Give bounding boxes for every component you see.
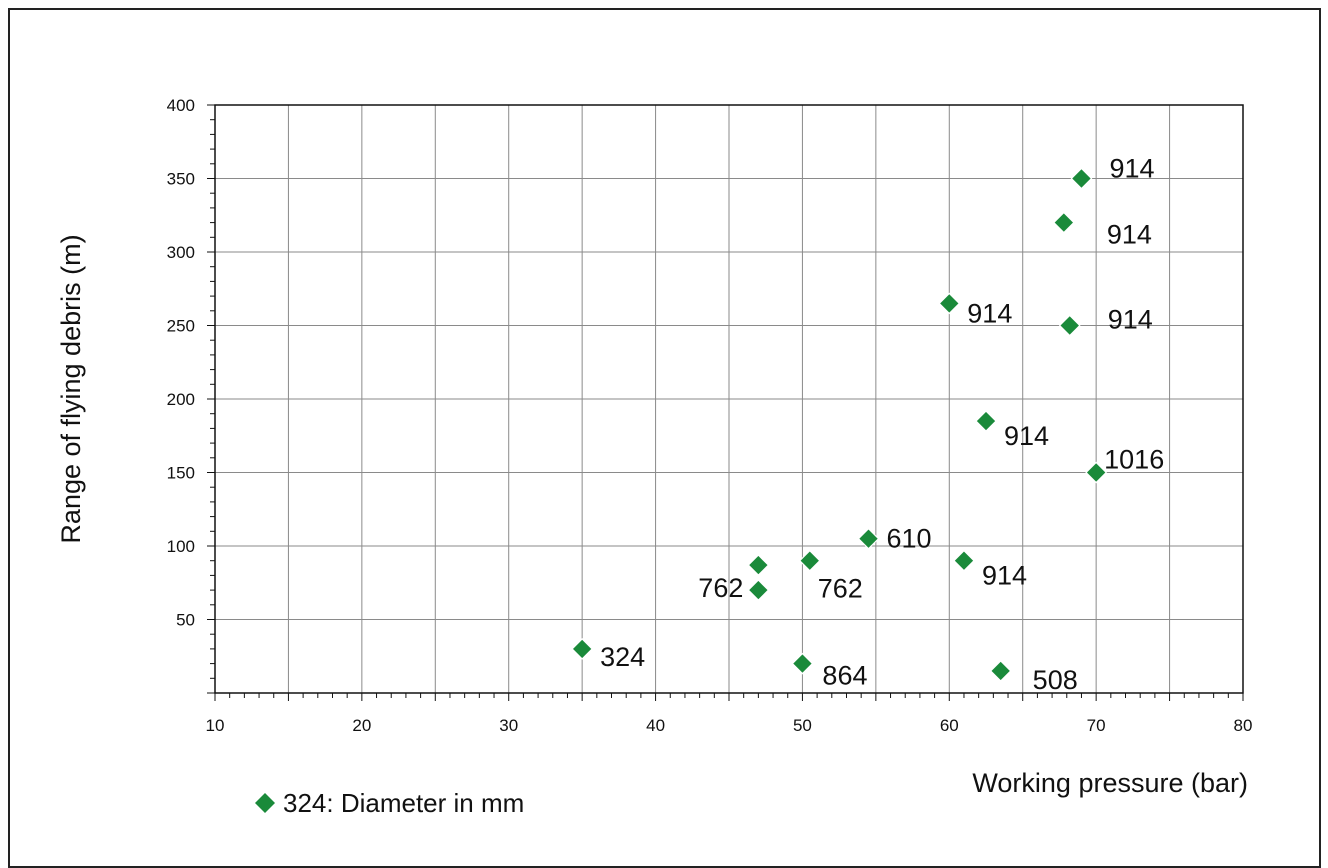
legend-marker: [255, 793, 275, 813]
y-axis-ticks: 50 100 150 200 250 300 350 400: [167, 96, 195, 630]
data-point: [1058, 314, 1081, 337]
y-tick-label: 50: [176, 611, 195, 630]
minor-ticks: [207, 104, 1244, 701]
data-point: [1085, 461, 1107, 484]
y-tick-label: 200: [167, 390, 195, 409]
grid: [215, 105, 1243, 693]
data-label: 864: [822, 661, 867, 691]
data-label: 508: [1033, 665, 1078, 695]
data-point: [571, 638, 593, 660]
data-label: 914: [1004, 421, 1049, 451]
y-tick-label: 100: [167, 537, 195, 556]
data-label: 1016: [1104, 445, 1164, 475]
data-label: 762: [818, 574, 863, 604]
data-label: 762: [698, 573, 743, 603]
x-tick-label: 20: [352, 716, 371, 735]
data-label: 914: [1108, 305, 1153, 335]
y-tick-label: 150: [167, 464, 195, 483]
data-point: [857, 527, 880, 550]
y-tick-label: 300: [167, 243, 195, 262]
y-tick-label: 350: [167, 170, 195, 189]
data-point: [989, 660, 1012, 682]
x-tick-label: 30: [499, 716, 518, 735]
data-point: [791, 652, 814, 675]
x-tick-label: 50: [793, 716, 812, 735]
y-axis-title: Range of flying debris (m): [56, 234, 86, 543]
data-label: 914: [982, 561, 1027, 591]
data-point: [747, 579, 770, 601]
data-label: 324: [600, 642, 645, 672]
y-tick-label: 250: [167, 317, 195, 336]
x-axis-ticks: 10 20 30 40 50 60 70 80: [206, 716, 1253, 735]
data-label: 914: [967, 298, 1012, 328]
data-point: [975, 410, 997, 432]
data-label: 914: [1109, 154, 1154, 184]
legend-label: 324: Diameter in mm: [283, 788, 524, 818]
x-tick-label: 80: [1234, 716, 1253, 735]
chart-frame: [8, 8, 1321, 868]
legend: 324: Diameter in mm: [255, 788, 524, 818]
data-point: [798, 549, 821, 572]
x-axis-title: Working pressure (bar): [972, 768, 1248, 798]
data-label: 914: [1107, 220, 1152, 250]
x-tick-label: 60: [940, 716, 959, 735]
data-point: [938, 292, 961, 315]
x-tick-label: 10: [206, 716, 225, 735]
plot-area: [214, 104, 1244, 694]
data-point: [953, 549, 975, 572]
data-point: [747, 554, 770, 576]
x-tick-label: 40: [646, 716, 665, 735]
data-label: 610: [887, 524, 932, 554]
data-points: 914 914 914 914 914 1016 610 762 762 914 324 864 508: [571, 154, 1164, 695]
data-point: [1052, 211, 1075, 234]
data-point: [1070, 167, 1093, 190]
y-tick-label: 400: [167, 96, 195, 115]
x-tick-label: 70: [1087, 716, 1106, 735]
